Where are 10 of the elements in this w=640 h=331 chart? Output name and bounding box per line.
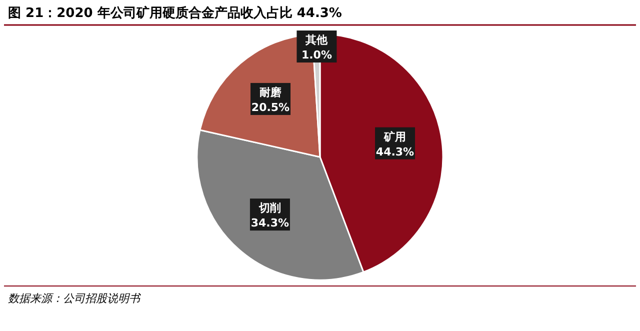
- slice-label: 矿用: [383, 130, 406, 144]
- source-note: 数据来源：公司招股说明书: [8, 292, 142, 305]
- slice-label: 其他: [304, 34, 329, 46]
- slice-label: 耐磨: [260, 86, 283, 99]
- data-label: 34.3%: [250, 216, 290, 230]
- data-label: 20.5%: [251, 100, 290, 114]
- slice-label: 切削: [258, 202, 281, 215]
- data-label: 1.0%: [301, 48, 332, 62]
- chart-title: 图 21：2020 年公司矿用硬质合金产品收入占比 44.3%: [8, 5, 342, 21]
- data-label: 44.3%: [376, 145, 414, 158]
